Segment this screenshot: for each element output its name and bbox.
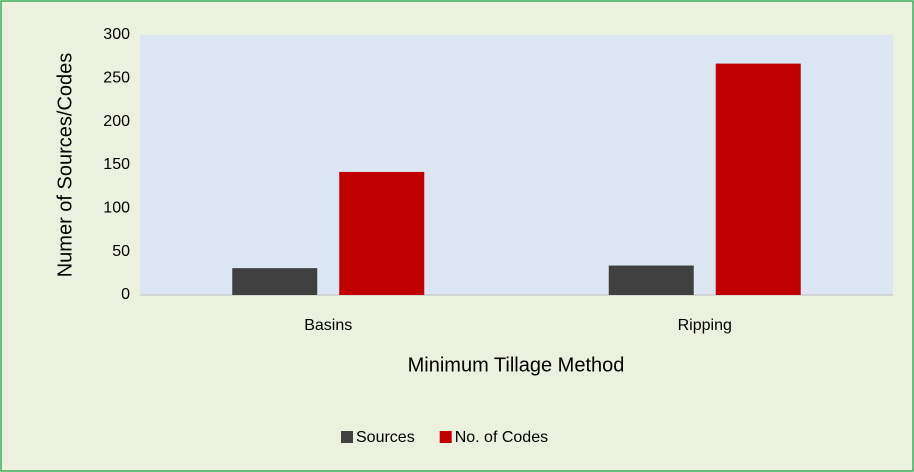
legend-label: Sources [356, 429, 415, 446]
y-tick-label: 200 [103, 113, 130, 130]
y-tick-label: 150 [103, 156, 130, 173]
y-tick-label: 50 [112, 243, 130, 260]
y-axis-title: Numer of Sources/Codes [54, 53, 76, 278]
x-tick-label: Ripping [678, 317, 732, 334]
bar [608, 265, 694, 295]
bar [339, 171, 425, 295]
y-tick-label: 100 [103, 200, 130, 217]
bar [715, 63, 801, 295]
bar [232, 268, 318, 295]
y-tick-label: 300 [103, 26, 130, 43]
legend-label: No. of Codes [455, 429, 548, 446]
x-tick-label: Basins [304, 317, 352, 334]
y-tick-label: 250 [103, 70, 130, 87]
legend-swatch [439, 431, 452, 443]
y-tick-label: 0 [121, 286, 130, 303]
legend-swatch [341, 431, 353, 443]
x-axis-title: Minimum Tillage Method [408, 354, 625, 376]
